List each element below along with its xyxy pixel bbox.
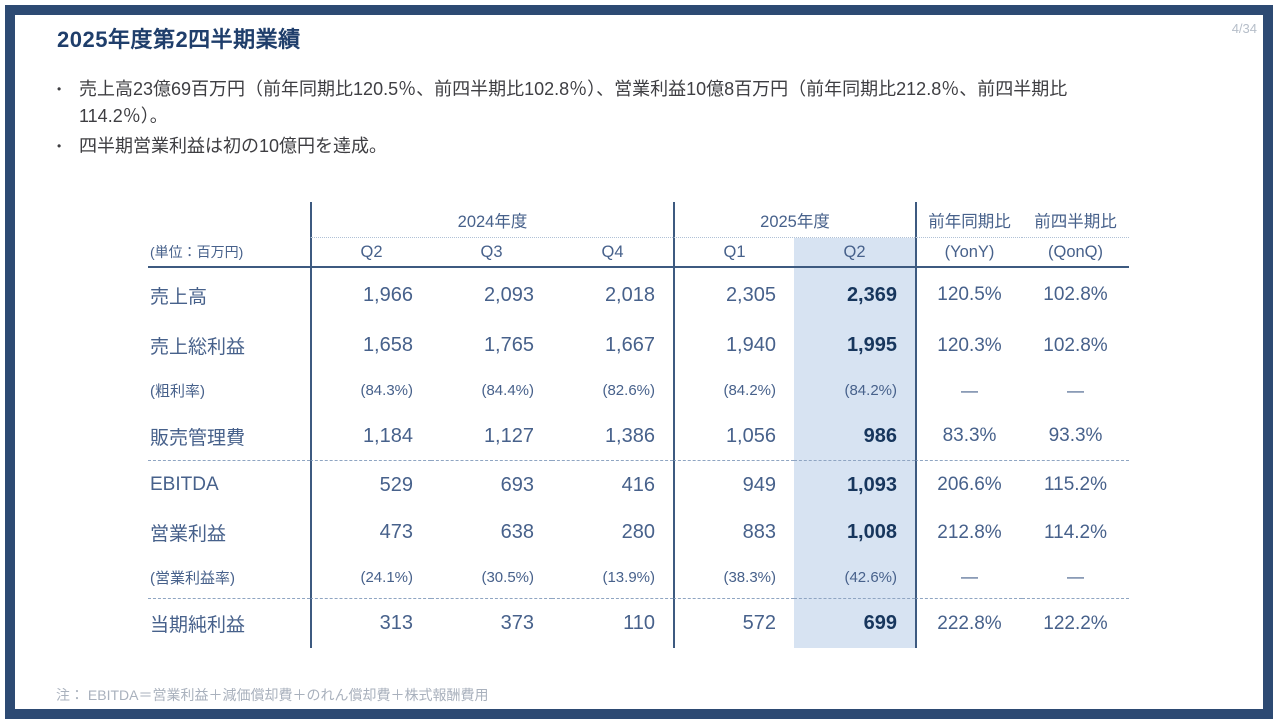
quarter-header: Q1: [673, 238, 794, 268]
value-cell: 120.3%: [915, 322, 1022, 369]
row-label: 営業利益: [150, 524, 227, 545]
year-group-header-2025: 2025年度: [673, 202, 915, 238]
value-cell: 1,667: [604, 334, 655, 356]
value-cell: 120.5%: [915, 268, 1022, 322]
value-cell: (30.5%): [481, 568, 534, 586]
value-cell: (38.3%): [673, 556, 794, 598]
value-cell: 2,369: [794, 268, 915, 322]
value-cell: 1,386: [604, 424, 655, 447]
value-cell: (82.6%): [602, 382, 655, 399]
value-cell: 93.3%: [1048, 425, 1103, 446]
value-cell: 699: [794, 598, 915, 648]
slide-title: 2025年度第2四半期業績: [57, 27, 301, 52]
row-label: (粗利率): [150, 383, 205, 400]
unit-label: (単位：百万円): [148, 238, 310, 268]
bullet-text: 四半期営業利益は初の10億円を達成。: [79, 136, 388, 156]
value-cell: 110: [552, 598, 673, 648]
value-cell: 1,056: [673, 412, 794, 460]
value-cell: 206.6%: [915, 460, 1022, 509]
value-cell: (84.3%): [310, 369, 431, 412]
value-cell: 1,966: [310, 268, 431, 322]
value-cell: (84.4%): [481, 382, 534, 399]
value-cell: (13.9%): [602, 568, 655, 586]
value-cell: 280: [621, 521, 655, 543]
value-cell: —: [915, 369, 1022, 412]
value-cell: 83.3%: [915, 412, 1022, 460]
value-cell: 1,184: [310, 412, 431, 460]
value-cell: 115.2%: [1022, 460, 1129, 509]
value-cell: (84.2%): [673, 369, 794, 412]
value-cell: 949: [673, 460, 794, 509]
year-group-header-2024: 2024年度: [310, 202, 673, 238]
value-cell: 693: [431, 460, 552, 509]
qoq-subheader: (QonQ): [1022, 238, 1129, 268]
value-cell: 638: [500, 521, 534, 543]
row-label: EBITDA: [148, 460, 310, 509]
value-cell: (84.2%): [794, 369, 915, 412]
value-cell: 986: [794, 412, 915, 460]
value-cell: (42.6%): [794, 556, 915, 598]
bullet-item: • 四半期営業利益は初の10億円を達成。: [57, 133, 1129, 160]
results-table: 2024年度 2025年度 前年同期比 前四半期比 (単位：百万円) Q2 Q3…: [148, 202, 1129, 648]
value-cell: —: [1067, 567, 1084, 586]
quarter-header: Q4: [552, 238, 673, 268]
value-cell: 1,940: [673, 322, 794, 369]
yoy-subheader: (YonY): [915, 238, 1022, 268]
row-label: (営業利益率): [150, 569, 235, 587]
value-cell: 1,765: [483, 334, 534, 356]
value-cell: 473: [310, 509, 431, 556]
value-cell: 1,093: [794, 460, 915, 509]
bullet-icon: •: [57, 139, 62, 153]
value-cell: —: [915, 556, 1022, 598]
value-cell: 1,008: [794, 509, 915, 556]
value-cell: 222.8%: [915, 598, 1022, 648]
row-label: 当期純利益: [148, 598, 310, 648]
row-label: 売上高: [150, 286, 208, 308]
quarter-header: Q3: [431, 238, 552, 268]
page-number: 4/34: [1231, 21, 1257, 36]
value-cell: 529: [310, 460, 431, 509]
table-corner-cell: [148, 202, 310, 238]
value-cell: 102.8%: [1043, 334, 1108, 356]
value-cell: 212.8%: [915, 509, 1022, 556]
summary-bullets: • 売上高23億69百万円（前年同期比120.5％、前四半期比102.8％）、営…: [57, 76, 1129, 160]
bullet-icon: •: [57, 82, 62, 96]
value-cell: 313: [310, 598, 431, 648]
quarter-header-highlighted: Q2: [794, 238, 915, 268]
value-cell: 2,305: [673, 268, 794, 322]
value-cell: 416: [552, 460, 673, 509]
qoq-column-header: 前四半期比: [1022, 202, 1129, 238]
value-cell: 572: [673, 598, 794, 648]
value-cell: 122.2%: [1022, 598, 1129, 648]
slide-border-frame: [5, 5, 1273, 719]
value-cell: 2,018: [604, 283, 655, 306]
bullet-text: 売上高23億69百万円（前年同期比120.5％、前四半期比102.8％）、営業利…: [79, 79, 1068, 126]
bullet-item: • 売上高23億69百万円（前年同期比120.5％、前四半期比102.8％）、営…: [57, 76, 1129, 130]
value-cell: 373: [431, 598, 552, 648]
value-cell: —: [1067, 380, 1084, 400]
yoy-column-header: 前年同期比: [915, 202, 1022, 238]
row-label: 販売管理費: [150, 427, 246, 449]
value-cell: (24.1%): [310, 556, 431, 598]
quarter-header: Q2: [310, 238, 431, 268]
value-cell: 1,995: [794, 322, 915, 369]
value-cell: 1,127: [483, 424, 534, 447]
value-cell: 883: [673, 509, 794, 556]
value-cell: 2,093: [483, 283, 534, 306]
value-cell: 114.2%: [1043, 521, 1108, 543]
row-label: 売上総利益: [150, 337, 246, 358]
value-cell: 1,658: [310, 322, 431, 369]
value-cell: 102.8%: [1043, 284, 1108, 305]
footnote: 注： EBITDA＝営業利益＋減価償却費＋のれん償却費＋株式報酬費用: [56, 687, 489, 703]
